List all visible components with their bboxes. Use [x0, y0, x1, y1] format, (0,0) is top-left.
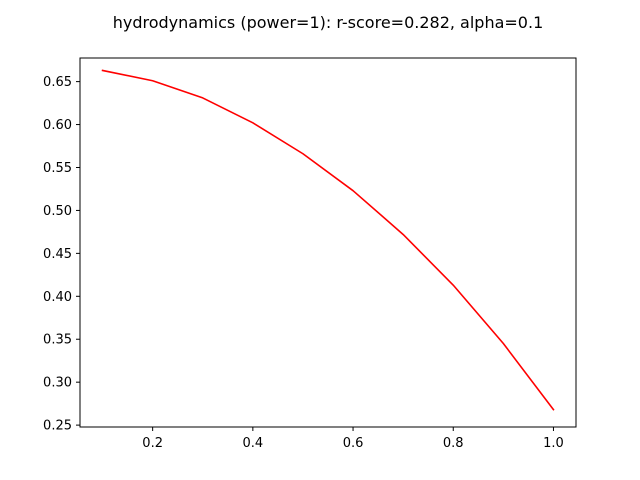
axes-frame [79, 57, 577, 428]
y-tick-label: 0.65 [43, 75, 72, 90]
y-tick-label: 0.50 [43, 204, 72, 219]
y-tick-label: 0.40 [43, 290, 72, 305]
chart-title: hydrodynamics (power=1): r-score=0.282, … [113, 13, 544, 32]
y-tick-label: 0.55 [43, 161, 72, 176]
series-line-0 [101, 69, 555, 411]
y-tick-label: 0.25 [43, 419, 72, 434]
y-tick-label: 0.35 [43, 333, 72, 348]
x-tick-label: 0.4 [243, 436, 264, 451]
x-tick-label: 0.8 [443, 436, 464, 451]
x-tick-label: 0.2 [142, 436, 163, 451]
y-tick-label: 0.45 [43, 247, 72, 262]
y-tick-label: 0.60 [43, 118, 72, 133]
y-tick-label: 0.30 [43, 376, 72, 391]
plot-area: 0.2 0.4 0.6 0.8 1.0 0.25 0.30 0.35 0.40 0.45 0.50 0… [43, 57, 577, 451]
x-tick-label: 0.6 [343, 436, 364, 451]
x-tick-label: 1.0 [543, 436, 564, 451]
